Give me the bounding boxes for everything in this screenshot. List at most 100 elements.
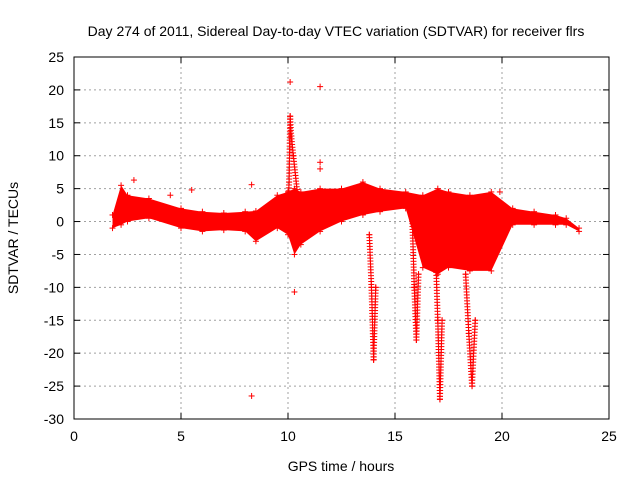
data-point bbox=[317, 165, 324, 172]
data-point bbox=[402, 188, 409, 195]
grid-lines bbox=[74, 57, 609, 419]
y-tick-label: 15 bbox=[48, 115, 64, 131]
data-point bbox=[496, 188, 503, 195]
data-point bbox=[145, 215, 152, 222]
data-point bbox=[274, 192, 281, 199]
y-tick-label: -20 bbox=[44, 345, 64, 361]
data-point bbox=[297, 241, 304, 248]
data-point bbox=[419, 264, 426, 271]
data-point bbox=[415, 271, 422, 278]
data-point bbox=[199, 208, 206, 215]
data-point bbox=[531, 221, 538, 228]
data-point bbox=[439, 317, 446, 324]
data-point bbox=[509, 221, 516, 228]
x-tick-label: 5 bbox=[177, 428, 185, 444]
data-point bbox=[188, 186, 195, 193]
data-point bbox=[242, 228, 249, 235]
data-point bbox=[552, 211, 559, 218]
y-axis-label: SDTVAR / TECUs bbox=[5, 182, 21, 294]
data-point bbox=[118, 182, 125, 189]
data-point bbox=[366, 231, 373, 238]
data-point bbox=[359, 211, 366, 218]
data-point bbox=[445, 264, 452, 271]
data-point bbox=[377, 208, 384, 215]
dense-band bbox=[112, 182, 579, 275]
data-point bbox=[409, 211, 416, 218]
data-point bbox=[462, 271, 469, 278]
y-tick-label: 25 bbox=[48, 49, 64, 65]
data-point bbox=[248, 392, 255, 399]
data-point bbox=[472, 317, 479, 324]
data-point bbox=[290, 152, 297, 159]
data-point bbox=[445, 188, 452, 195]
data-point bbox=[294, 192, 301, 199]
data-point bbox=[488, 188, 495, 195]
x-axis: 0 5 10 15 20 25 bbox=[70, 57, 617, 444]
data-point bbox=[287, 79, 294, 86]
data-point bbox=[291, 251, 298, 258]
data-point bbox=[338, 185, 345, 192]
x-tick-label: 20 bbox=[494, 428, 510, 444]
data-point bbox=[413, 337, 420, 344]
y-tick-label: -30 bbox=[44, 411, 64, 427]
data-point bbox=[220, 209, 227, 216]
data-point bbox=[370, 356, 377, 363]
data-point bbox=[436, 396, 443, 403]
data-point bbox=[167, 192, 174, 199]
data-point bbox=[552, 221, 559, 228]
data-point bbox=[199, 228, 206, 235]
data-point bbox=[109, 211, 116, 218]
data-point bbox=[576, 228, 583, 235]
data-point bbox=[288, 132, 295, 139]
data-points bbox=[109, 79, 583, 403]
data-point bbox=[291, 288, 298, 295]
data-point bbox=[469, 383, 476, 390]
data-point bbox=[292, 172, 299, 179]
data-point bbox=[287, 113, 294, 120]
x-tick-label: 25 bbox=[601, 428, 617, 444]
data-point bbox=[145, 195, 152, 202]
data-point bbox=[402, 205, 409, 212]
data-point bbox=[124, 192, 131, 199]
y-tick-label: -5 bbox=[52, 246, 65, 262]
data-point bbox=[178, 225, 184, 232]
data-point bbox=[372, 284, 379, 291]
y-tick-label: -10 bbox=[44, 279, 64, 295]
data-point bbox=[124, 218, 131, 225]
data-point bbox=[509, 205, 516, 212]
data-point bbox=[118, 221, 125, 228]
data-point bbox=[411, 284, 418, 291]
y-tick-label: 0 bbox=[56, 214, 64, 230]
data-point bbox=[465, 330, 472, 337]
data-point bbox=[432, 251, 439, 258]
data-point bbox=[285, 205, 291, 212]
x-tick-label: 0 bbox=[70, 428, 78, 444]
chart-title: Day 274 of 2011, Sidereal Day-to-day VTE… bbox=[88, 23, 585, 39]
data-point bbox=[563, 215, 570, 222]
data-cloud bbox=[112, 182, 579, 275]
data-point bbox=[285, 231, 291, 238]
data-point bbox=[466, 192, 473, 199]
y-tick-label: 10 bbox=[48, 148, 64, 164]
y-tick-label: -15 bbox=[44, 312, 64, 328]
data-point bbox=[252, 238, 259, 245]
data-point bbox=[377, 185, 384, 192]
plot-frame bbox=[73, 56, 610, 420]
data-point bbox=[488, 267, 495, 274]
data-point bbox=[317, 159, 324, 166]
data-point bbox=[466, 267, 473, 274]
data-point bbox=[531, 208, 538, 215]
data-point bbox=[242, 208, 249, 215]
data-point bbox=[178, 205, 184, 212]
data-point bbox=[248, 181, 255, 188]
data-point bbox=[419, 192, 426, 199]
data-point bbox=[317, 228, 324, 235]
y-tick-label: 5 bbox=[56, 181, 64, 197]
data-point bbox=[109, 225, 116, 232]
x-tick-label: 10 bbox=[280, 428, 296, 444]
x-axis-label: GPS time / hours bbox=[288, 458, 395, 474]
x-tick-label: 15 bbox=[387, 428, 403, 444]
data-point bbox=[252, 208, 259, 215]
y-tick-label: 20 bbox=[48, 82, 64, 98]
